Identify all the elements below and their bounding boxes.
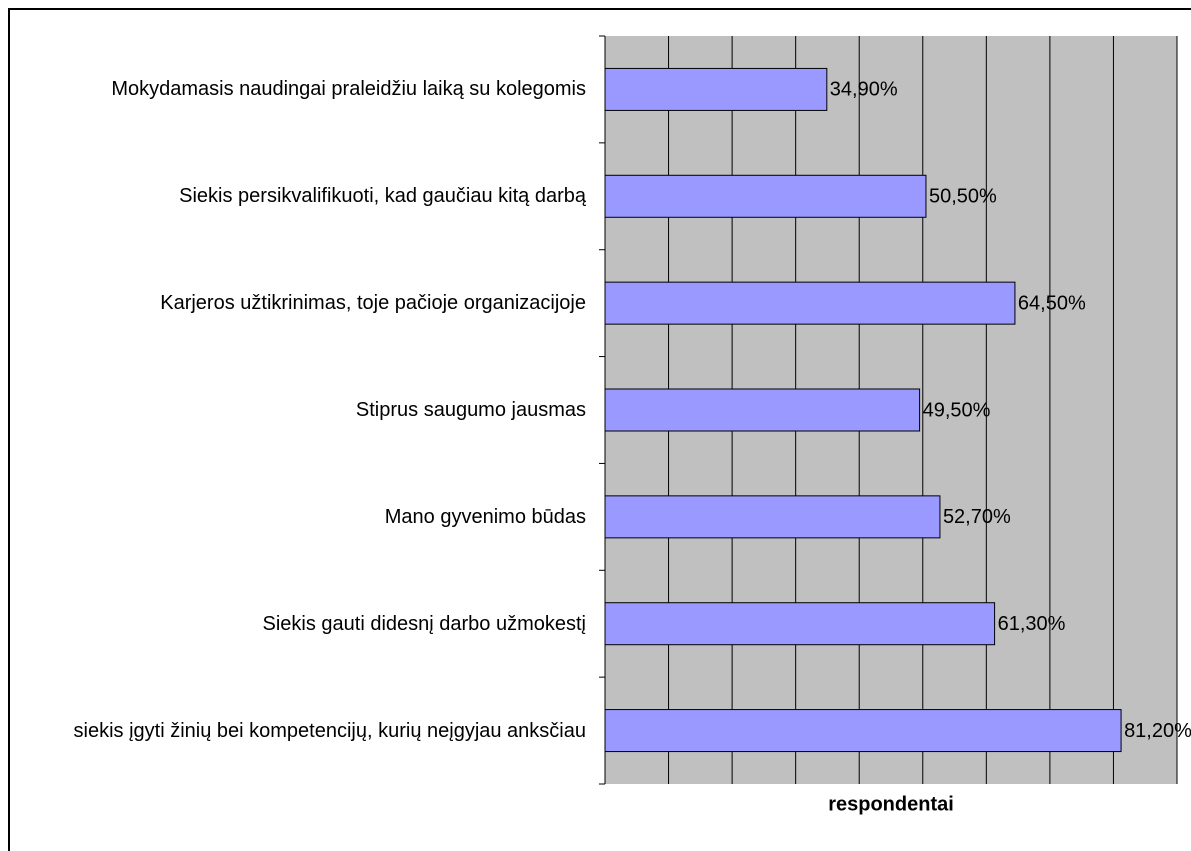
y-tick-label: Mokydamasis naudingai praleidžiu laiką s… <box>20 49 586 129</box>
bar <box>604 709 1122 753</box>
y-tick-label: siekis įgyti žinių bei kompetencijų, kur… <box>20 691 586 771</box>
bar <box>604 281 1016 325</box>
y-tick-label: Mano gyvenimo būdas <box>20 477 586 557</box>
category-text: Siekis gauti didesnį darbo užmokestį <box>262 612 586 635</box>
category-text: Siekis persikvalifikuoti, kad gaučiau ki… <box>179 185 586 208</box>
category-text: siekis įgyti žinių bei kompetencijų, kur… <box>73 719 586 742</box>
y-tick-label: Siekis persikvalifikuoti, kad gaučiau ki… <box>20 156 586 236</box>
bar <box>604 602 996 646</box>
bar <box>604 174 927 218</box>
value-label: 64,50% <box>1018 292 1086 314</box>
bar <box>604 67 828 111</box>
value-label: 61,30% <box>998 613 1066 635</box>
x-axis-title: respondentai <box>828 793 954 815</box>
bar <box>604 495 941 539</box>
y-tick-label: Karjeros užtikrinimas, toje pačioje orga… <box>20 263 586 343</box>
value-label: 50,50% <box>929 186 997 208</box>
y-tick-label: Stiprus saugumo jausmas <box>20 370 586 450</box>
bar <box>604 388 921 432</box>
category-text: Mokydamasis naudingai praleidžiu laiką s… <box>111 78 586 101</box>
value-label: 34,90% <box>830 79 898 101</box>
y-tick-label: Siekis gauti didesnį darbo užmokestį <box>20 584 586 664</box>
value-label: 81,20% <box>1124 720 1191 742</box>
value-label: 49,50% <box>923 399 991 421</box>
category-text: Karjeros užtikrinimas, toje pačioje orga… <box>160 292 586 315</box>
category-text: Stiprus saugumo jausmas <box>355 399 586 421</box>
category-text: Mano gyvenimo būdas <box>384 505 586 528</box>
value-label: 52,70% <box>943 506 1011 528</box>
